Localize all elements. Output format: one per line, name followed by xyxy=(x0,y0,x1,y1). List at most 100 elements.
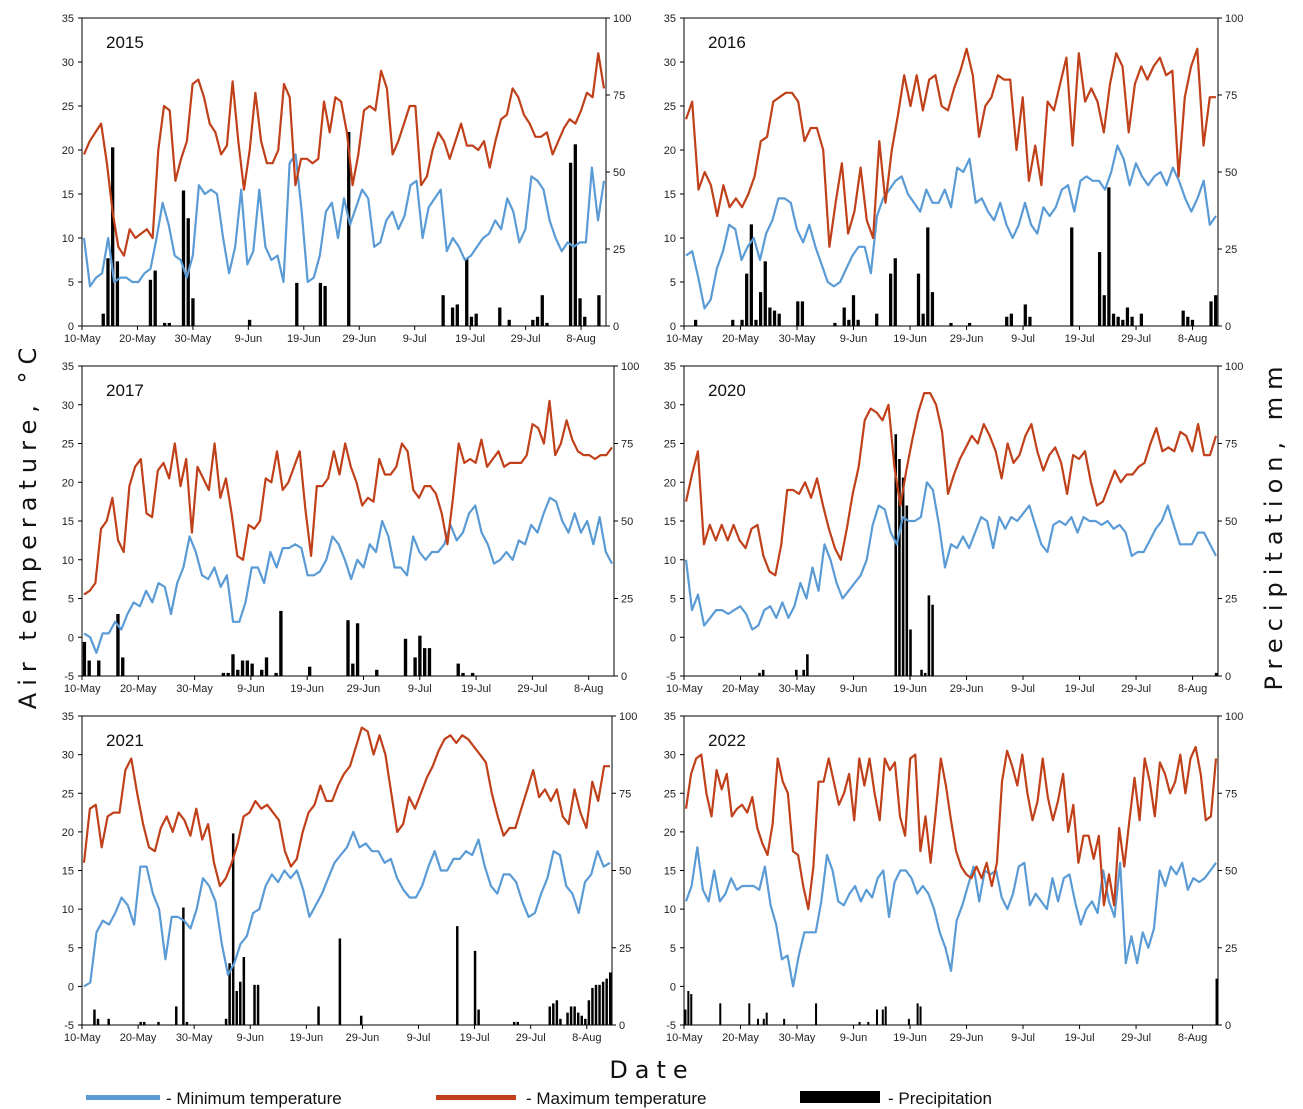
min-temperature-line xyxy=(83,496,613,654)
x-tick-label: 8-Aug xyxy=(572,1032,601,1044)
left-tick-label: 35 xyxy=(664,711,676,723)
precipitation-bar xyxy=(231,833,235,1025)
left-tick-label: 0 xyxy=(68,981,74,993)
x-tick-label: 19-Jul xyxy=(455,333,485,345)
precipitation-bar xyxy=(318,282,323,326)
precipitation-bar xyxy=(889,273,893,326)
precipitation-bar xyxy=(930,292,935,326)
precipitation-bar xyxy=(772,310,777,326)
precipitation-bar xyxy=(516,1021,519,1025)
precipitation-bar xyxy=(423,648,427,676)
precipitation-bar xyxy=(802,669,805,676)
precipitation-bar xyxy=(355,623,360,676)
precipitation-bar xyxy=(719,1003,722,1025)
right-tick-label: 0 xyxy=(1225,1020,1231,1032)
left-tick-label: 25 xyxy=(664,788,676,800)
precipitation-bar xyxy=(470,672,475,676)
precipitation-bar xyxy=(239,981,242,1025)
left-tick-label: 15 xyxy=(664,866,676,878)
precipitation-bar xyxy=(768,307,772,326)
min-temperature-line xyxy=(83,830,611,988)
precipitation-bar xyxy=(1023,304,1027,326)
left-tick-label: 30 xyxy=(664,400,676,412)
precipitation-bar xyxy=(1186,316,1190,326)
legend-label-precip: - Precipitation xyxy=(888,1089,992,1108)
precipitation-bar xyxy=(307,666,312,676)
precipitation-bar xyxy=(456,663,460,676)
precipitation-bar xyxy=(1214,672,1218,676)
x-tick-label: 9-Jun xyxy=(235,333,263,345)
right-tick-label: 75 xyxy=(1225,788,1237,800)
right-tick-label: 25 xyxy=(619,943,631,955)
precipitation-bar xyxy=(898,459,901,676)
precipitation-bar xyxy=(578,298,582,326)
precipitation-bar xyxy=(531,319,535,326)
precipitation-bar xyxy=(690,994,693,1025)
precipitation-bar xyxy=(1028,316,1032,326)
x-tick-label: 30-May xyxy=(176,683,213,695)
precipitation-bar xyxy=(1190,319,1195,326)
x-tick-label: 8-Aug xyxy=(1178,683,1207,695)
precipitation-bar xyxy=(191,298,195,326)
precipitation-bar xyxy=(253,984,256,1025)
precipitation-bar xyxy=(323,285,327,326)
precipitation-bar xyxy=(1209,301,1213,326)
left-tick-label: -5 xyxy=(64,1020,74,1032)
right-tick-label: 25 xyxy=(1225,244,1237,256)
precipitation-bar xyxy=(403,638,408,676)
precipitation-bar xyxy=(93,1009,96,1025)
precipitation-bar xyxy=(949,322,953,326)
right-tick-label: 0 xyxy=(621,671,627,683)
min-temperature-line xyxy=(82,153,606,288)
x-tick-label: 9-Jul xyxy=(1011,1032,1035,1044)
precipitation-bar xyxy=(851,295,856,326)
precipitation-bar xyxy=(540,295,544,326)
right-tick-label: 0 xyxy=(619,1020,625,1032)
left-tick-label: 10 xyxy=(664,233,676,245)
precipitation-bar xyxy=(512,1021,516,1025)
precipitation-bar xyxy=(884,1006,887,1025)
left-tick-label: 15 xyxy=(62,516,74,528)
precipitation-bar xyxy=(856,319,860,326)
precipitation-bar xyxy=(101,313,105,326)
precipitation-bar xyxy=(87,660,91,676)
precipitation-bar xyxy=(923,672,927,676)
precipitation-bar xyxy=(181,190,186,326)
precipitation-bar xyxy=(1111,313,1116,326)
x-tick-label: 8-Aug xyxy=(1178,1032,1207,1044)
x-tick-label: 29-Jul xyxy=(517,683,547,695)
left-tick-label: 30 xyxy=(62,57,74,69)
precipitation-bar xyxy=(756,1018,760,1025)
precipitation-bar xyxy=(795,669,798,676)
precipitation-bar xyxy=(905,505,909,676)
x-axis-title: Date xyxy=(609,1056,694,1084)
right-tick-label: 0 xyxy=(1225,671,1231,683)
precipitation-bar xyxy=(687,991,690,1025)
precipitation-bar xyxy=(758,292,763,326)
x-tick-label: 19-Jul xyxy=(1065,683,1095,695)
precipitation-bar xyxy=(1005,316,1009,326)
precipitation-bar xyxy=(455,304,459,326)
precipitation-bar xyxy=(594,984,598,1025)
precipitation-bar xyxy=(927,595,931,676)
precipitation-bar xyxy=(919,1006,922,1025)
x-tick-label: 29-Jun xyxy=(950,683,984,695)
x-tick-label: 19-Jun xyxy=(893,1032,927,1044)
precipitation-bar xyxy=(461,672,465,676)
precipitation-bar xyxy=(758,672,761,676)
precipitation-bar xyxy=(242,957,246,1025)
max-temperature-line xyxy=(82,726,610,888)
precipitation-bar xyxy=(1130,316,1134,326)
right-tick-label: 0 xyxy=(613,321,619,333)
precipitation-bar xyxy=(555,1000,559,1025)
precipitation-bar xyxy=(920,669,923,676)
x-tick-label: 9-Jun xyxy=(840,683,868,695)
left-tick-label: 5 xyxy=(68,277,74,289)
precipitation-bar xyxy=(552,1003,555,1025)
precipitation-bar xyxy=(96,1018,100,1025)
left-tick-label: 0 xyxy=(670,981,676,993)
precipitation-bar xyxy=(221,672,226,676)
right-tick-label: 100 xyxy=(1225,13,1243,25)
precipitation-bar xyxy=(450,307,455,326)
precipitation-bar xyxy=(167,322,171,326)
